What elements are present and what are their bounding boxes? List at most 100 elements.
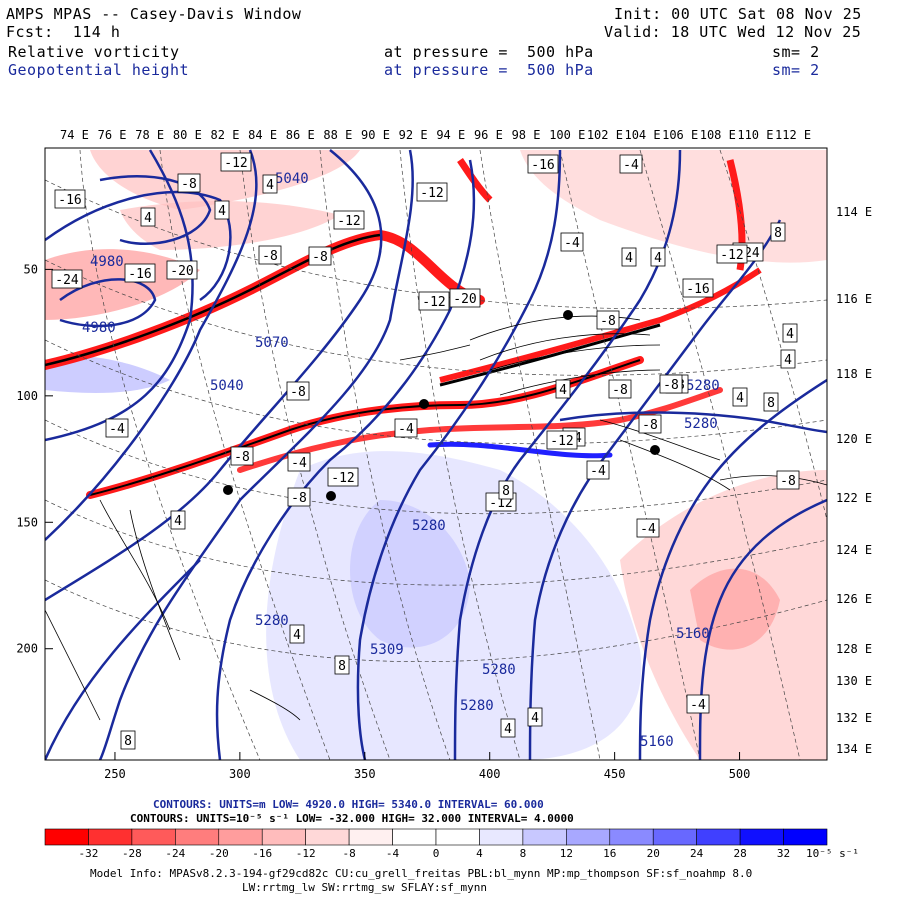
top-lon-label: 74 E: [60, 128, 89, 142]
vort-label-box: [54, 189, 86, 209]
y-tick-label: 150: [16, 515, 38, 529]
colorbar-segment: [261, 828, 306, 846]
jet-band-ne: [439, 267, 762, 383]
right-lon-label: 120 E: [836, 432, 872, 446]
legend-height-contours: CONTOURS: UNITS=m LOW= 4920.0 HIGH= 5340…: [153, 798, 544, 811]
top-lon-label: 76 E: [98, 128, 127, 142]
colorbar-tick: 32: [777, 847, 790, 860]
vort-label-box: [105, 418, 129, 438]
right-longitude-labels: 114 E 116 E 118 E 120 E 122 E 124 E 126 E 128 E…: [836, 205, 872, 756]
field2-level: at pressure = 500 hPa: [384, 61, 594, 79]
colorbar-tick: 4: [476, 847, 483, 860]
valid-time: Valid: 18 UTC Wed 12 Nov 25: [604, 23, 862, 41]
vort-label-box: [418, 291, 450, 311]
vort-label: -4: [640, 522, 656, 537]
vort-label-box: [546, 430, 578, 450]
physics-info: LW:rrtmg_lw SW:rrtmg_sw SFLAY:sf_mynn: [242, 881, 487, 894]
vort-label: -8: [600, 314, 616, 329]
vort-label: 4: [504, 722, 512, 737]
vort-label-box: [732, 387, 748, 407]
vort-label-box: [636, 518, 660, 538]
colorbar-segment: [305, 828, 350, 846]
vort-label-box: [498, 480, 514, 500]
vort-label-box: [449, 288, 481, 308]
right-lon-label: 116 E: [836, 292, 872, 306]
vort-label: 4: [293, 628, 301, 643]
vort-label-box: [120, 730, 136, 750]
vort-label-box: [214, 200, 230, 220]
field1-name: Relative vorticity: [8, 43, 180, 61]
vort-label: -16: [531, 158, 554, 173]
vort-label: 4: [218, 204, 226, 219]
right-lon-label: 130 E: [836, 674, 872, 688]
vort-label-box: [776, 470, 800, 490]
init-time: Init: 00 UTC Sat 08 Nov 25: [614, 5, 862, 23]
positive-vorticity-region-2: [350, 500, 470, 648]
vort-label: -8: [642, 418, 658, 433]
height-label: 5160: [640, 734, 674, 750]
colorbar-segment: [88, 828, 133, 846]
vort-label: 4: [784, 353, 792, 368]
vort-label-box: [170, 510, 186, 530]
terrain-contours: [45, 315, 827, 721]
vort-label: -4: [590, 464, 606, 479]
x-axis-ticks: 250 300 350 400 450 500: [104, 752, 750, 781]
colorbar-segment: [348, 828, 393, 846]
vort-label-box: [334, 655, 350, 675]
vort-label-box: [286, 381, 310, 401]
vort-label-box: [287, 487, 311, 507]
colorbar-segment: [435, 828, 480, 846]
vort-label-box: [638, 414, 662, 434]
colorbar-segment: [566, 828, 611, 846]
colorbar-segment: [609, 828, 654, 846]
vort-label: -20: [453, 292, 476, 307]
top-lon-label: 104 E: [624, 128, 660, 142]
top-lon-label: 106 E: [662, 128, 698, 142]
top-longitude-labels: 74 E 76 E 78 E 80 E 82 E 84 E 86 E 88 E 90 E 92 E…: [60, 128, 811, 142]
vort-label-box: [619, 154, 643, 174]
vort-label-box: [782, 323, 798, 343]
colorbar-tick: 28: [733, 847, 746, 860]
negative-vorticity-region-se2: [690, 568, 780, 650]
vort-label-box: [621, 247, 637, 267]
colorbar-segment: [696, 828, 741, 846]
colorbar-segment: [652, 828, 697, 846]
top-lon-label: 102 E: [587, 128, 623, 142]
vort-label-box: [230, 446, 254, 466]
vort-label: -8: [663, 378, 679, 393]
vort-label-box: [555, 379, 571, 399]
field1-level: at pressure = 500 hPa: [384, 43, 594, 61]
colorbar: [44, 828, 828, 846]
field2-smoothing: sm= 2: [772, 61, 820, 79]
graticule: [45, 149, 827, 760]
vort-label: 8: [338, 659, 346, 674]
vort-label-box: [682, 278, 714, 298]
height-label: 5070: [255, 335, 289, 351]
vort-label: 4: [266, 178, 274, 193]
jet-band-south: [237, 387, 723, 473]
vort-label-box: [608, 379, 632, 399]
vort-label: -8: [612, 383, 628, 398]
right-lon-label: 126 E: [836, 592, 872, 606]
positive-vorticity-region-3: [45, 356, 170, 393]
right-lon-label: 124 E: [836, 543, 872, 557]
vort-label: -8: [181, 177, 197, 192]
legend-vort-contours: CONTOURS: UNITS=10⁻⁵ s⁻¹ LOW= -32.000 HI…: [130, 812, 574, 825]
vort-label: -24: [55, 273, 79, 288]
colorbar-tick: -12: [296, 847, 316, 860]
vort-label-box: [527, 707, 543, 727]
vort-label: -12: [224, 156, 247, 171]
colorbar-segment: [739, 828, 784, 846]
vort-label: 4: [625, 251, 633, 266]
negative-vorticity-region-ne: [520, 150, 827, 263]
top-lon-label: 84 E: [248, 128, 277, 142]
colorbar-tick: -20: [209, 847, 229, 860]
colorbar-tick: 20: [647, 847, 660, 860]
vort-label-box: [308, 246, 332, 266]
jet-band-west-core: [45, 233, 381, 367]
negative-vorticity-region-nw: [45, 249, 200, 320]
right-lon-label: 134 E: [836, 742, 872, 756]
vort-label-box: [763, 392, 779, 412]
vort-label-box: [289, 624, 305, 644]
